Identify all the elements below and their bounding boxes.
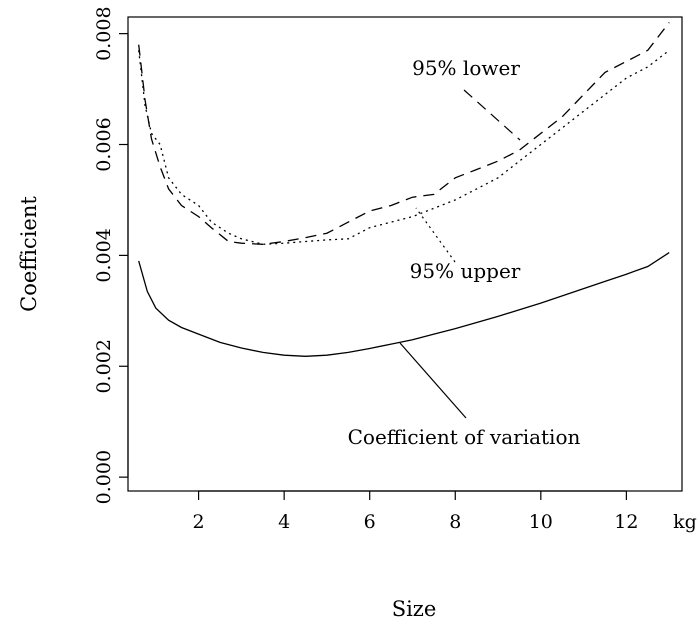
x-unit-label: kg <box>673 511 697 533</box>
x-tick-label: 12 <box>614 511 638 533</box>
y-tick-label: 0.008 <box>93 6 115 60</box>
y-tick-label: 0.000 <box>93 450 115 504</box>
series-line-coefficient-of-variation <box>138 252 670 357</box>
plot-frame <box>127 16 683 492</box>
y-tick-label: 0.006 <box>93 117 115 171</box>
annotation-pointer-95-upper <box>415 207 456 263</box>
annotation-pointer-95-lower <box>463 89 521 141</box>
annotation-pointer-coefficient-of-variation <box>399 342 467 419</box>
series-line-95-upper <box>138 49 670 245</box>
x-tick-label: 6 <box>364 511 376 533</box>
x-tick-label: 4 <box>278 511 290 533</box>
x-tick-label: 10 <box>529 511 553 533</box>
y-tick-label: 0.004 <box>93 228 115 282</box>
series-line-95-lower <box>138 22 670 245</box>
x-axis-title: Size <box>392 597 437 621</box>
x-tick-label: 2 <box>193 511 205 533</box>
y-tick-label: 0.002 <box>93 339 115 393</box>
annotation-label-95-upper: 95% upper <box>410 259 521 283</box>
annotation-label-95-lower: 95% lower <box>412 56 520 80</box>
y-axis-title: Coefficient <box>17 196 41 312</box>
x-tick-label: 8 <box>449 511 461 533</box>
annotation-label-coefficient-of-variation: Coefficient of variation <box>348 425 581 449</box>
